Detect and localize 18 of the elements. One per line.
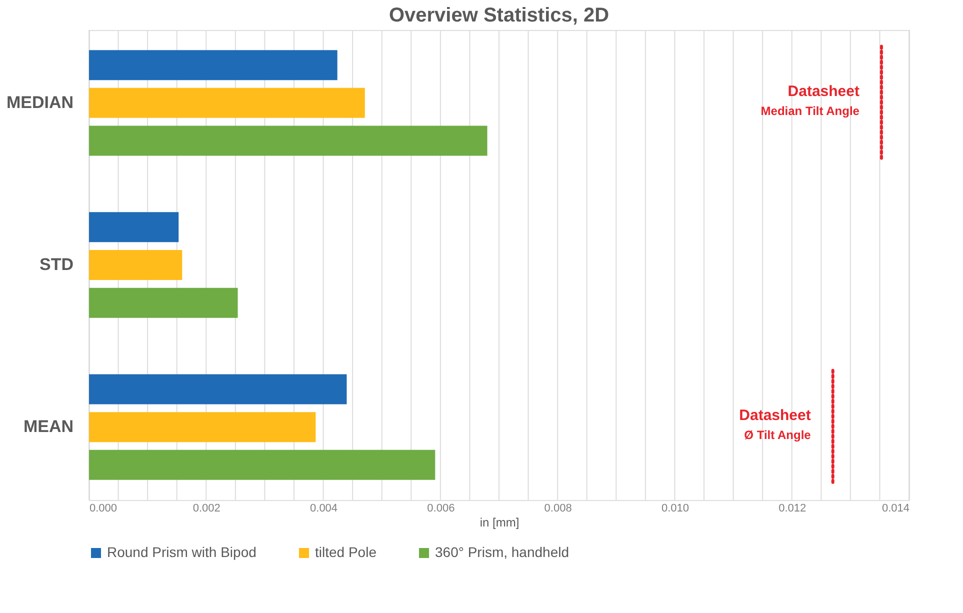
y-tick-label: MEAN — [23, 417, 74, 436]
x-tick-label: 0.014 — [882, 502, 910, 514]
x-tick-label: 0.008 — [544, 502, 572, 514]
legend-label: tilted Pole — [315, 544, 377, 560]
x-tick-label: 0.000 — [90, 502, 118, 514]
y-tick-label: STD — [40, 255, 74, 274]
x-axis-title: in [mm] — [480, 516, 520, 530]
y-tick-label: MEDIAN — [6, 92, 74, 112]
x-tick-label: 0.006 — [427, 502, 455, 514]
legend-label: 360° Prism, handheld — [435, 544, 570, 560]
x-tick-label: 0.004 — [310, 502, 338, 514]
x-tick-label: 0.002 — [192, 502, 220, 514]
x-tick-label: 0.010 — [661, 502, 689, 514]
chart-title: Overview Statistics, 2D — [388, 4, 610, 26]
annotation: Datasheet Ø Tilt Angle — [739, 407, 812, 442]
x-tick-label: 0.012 — [778, 502, 806, 514]
annotation: Datasheet Median Tilt Angle — [760, 82, 860, 118]
legend-label: Round Prism with Bipod — [107, 544, 256, 560]
